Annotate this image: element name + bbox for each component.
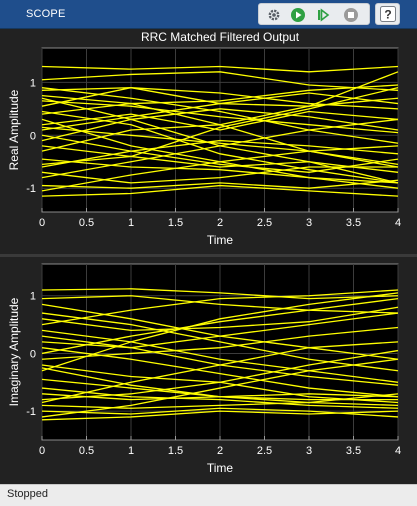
tab-scope[interactable]: SCOPE (26, 8, 66, 20)
x-tick-label: 0 (39, 445, 45, 457)
status-text: Stopped (7, 488, 48, 500)
y-tick-label: -1 (26, 183, 36, 195)
x-tick-label: 0 (39, 217, 45, 229)
help-icon: ? (379, 6, 396, 22)
series-line (41, 297, 399, 355)
x-tick-label: 3 (306, 445, 312, 457)
series-line (41, 295, 399, 314)
series-line (41, 65, 399, 73)
series-line (41, 126, 399, 166)
y-tick-label: 1 (30, 77, 36, 89)
series-line (41, 367, 399, 404)
stop-icon[interactable] (342, 6, 360, 24)
x-tick-label: 1.5 (168, 445, 183, 457)
x-axis-label: Time (207, 233, 234, 247)
series-line (41, 139, 399, 168)
status-bar: Stopped (0, 484, 417, 506)
series-line (41, 84, 399, 115)
x-axis-label: Time (207, 461, 234, 475)
series-line (41, 87, 399, 166)
x-tick-label: 0.5 (79, 217, 94, 229)
series-line (41, 289, 399, 326)
series-line (41, 100, 399, 134)
series-line (41, 118, 399, 179)
series-line (41, 97, 399, 152)
x-tick-label: 1 (128, 217, 134, 229)
series-line (41, 410, 399, 421)
run-icon[interactable] (289, 6, 307, 24)
series-line (41, 288, 399, 300)
series-line (41, 312, 399, 372)
y-axis-label: Imaginary Amplitude (7, 297, 21, 406)
series-line (41, 335, 399, 386)
series-line (41, 349, 399, 401)
simulation-controls (258, 3, 370, 25)
x-tick-label: 2.5 (257, 217, 272, 229)
series-line (41, 108, 399, 142)
series-line (41, 87, 399, 144)
x-tick-label: 1.5 (168, 217, 183, 229)
x-tick-label: 3.5 (346, 217, 361, 229)
chart-title: RRC Matched Filtered Output (141, 30, 300, 44)
y-tick-label: -1 (26, 406, 36, 418)
x-tick-label: 3.5 (346, 445, 361, 457)
x-tick-label: 2 (217, 217, 223, 229)
series-line (41, 401, 399, 409)
series-line (41, 306, 399, 332)
series-line (41, 134, 399, 173)
series-line (41, 87, 399, 110)
settings-icon[interactable] (265, 6, 283, 24)
panel-separator (0, 254, 417, 257)
y-axis-label: Real Amplitude (7, 89, 21, 170)
series-line (41, 92, 399, 131)
y-tick-label: 1 (30, 291, 36, 303)
x-tick-label: 0.5 (79, 445, 94, 457)
series-line (41, 158, 399, 184)
y-tick-label: 0 (30, 130, 36, 142)
scope-toolbar: SCOPE (0, 0, 417, 29)
series-line (41, 145, 399, 192)
series-line (41, 110, 399, 184)
step-forward-icon[interactable] (314, 6, 332, 24)
series-line (41, 145, 399, 173)
series-line (41, 312, 399, 349)
series-line (41, 292, 399, 372)
series-line (41, 387, 399, 409)
y-tick-label: 0 (30, 348, 36, 360)
x-tick-label: 3 (306, 217, 312, 229)
series-line (41, 166, 398, 184)
x-tick-label: 2 (217, 445, 223, 457)
series-line (41, 71, 399, 91)
x-tick-label: 4 (395, 445, 401, 457)
x-tick-label: 2.5 (257, 445, 272, 457)
x-tick-label: 4 (395, 217, 401, 229)
series-line (41, 326, 399, 360)
x-tick-label: 1 (128, 445, 134, 457)
series-line (41, 329, 399, 383)
series-line (41, 179, 399, 189)
svg-text:?: ? (384, 8, 391, 22)
series-line (41, 110, 399, 131)
series-line (41, 184, 399, 197)
series-line (41, 358, 399, 418)
scope-plot-area: 0 0.5 1 1.5 2 2.5 3 3.5 4 -1 0 1 RRC Matched Filtere… (0, 30, 417, 475)
help-button[interactable]: ? (375, 3, 400, 25)
